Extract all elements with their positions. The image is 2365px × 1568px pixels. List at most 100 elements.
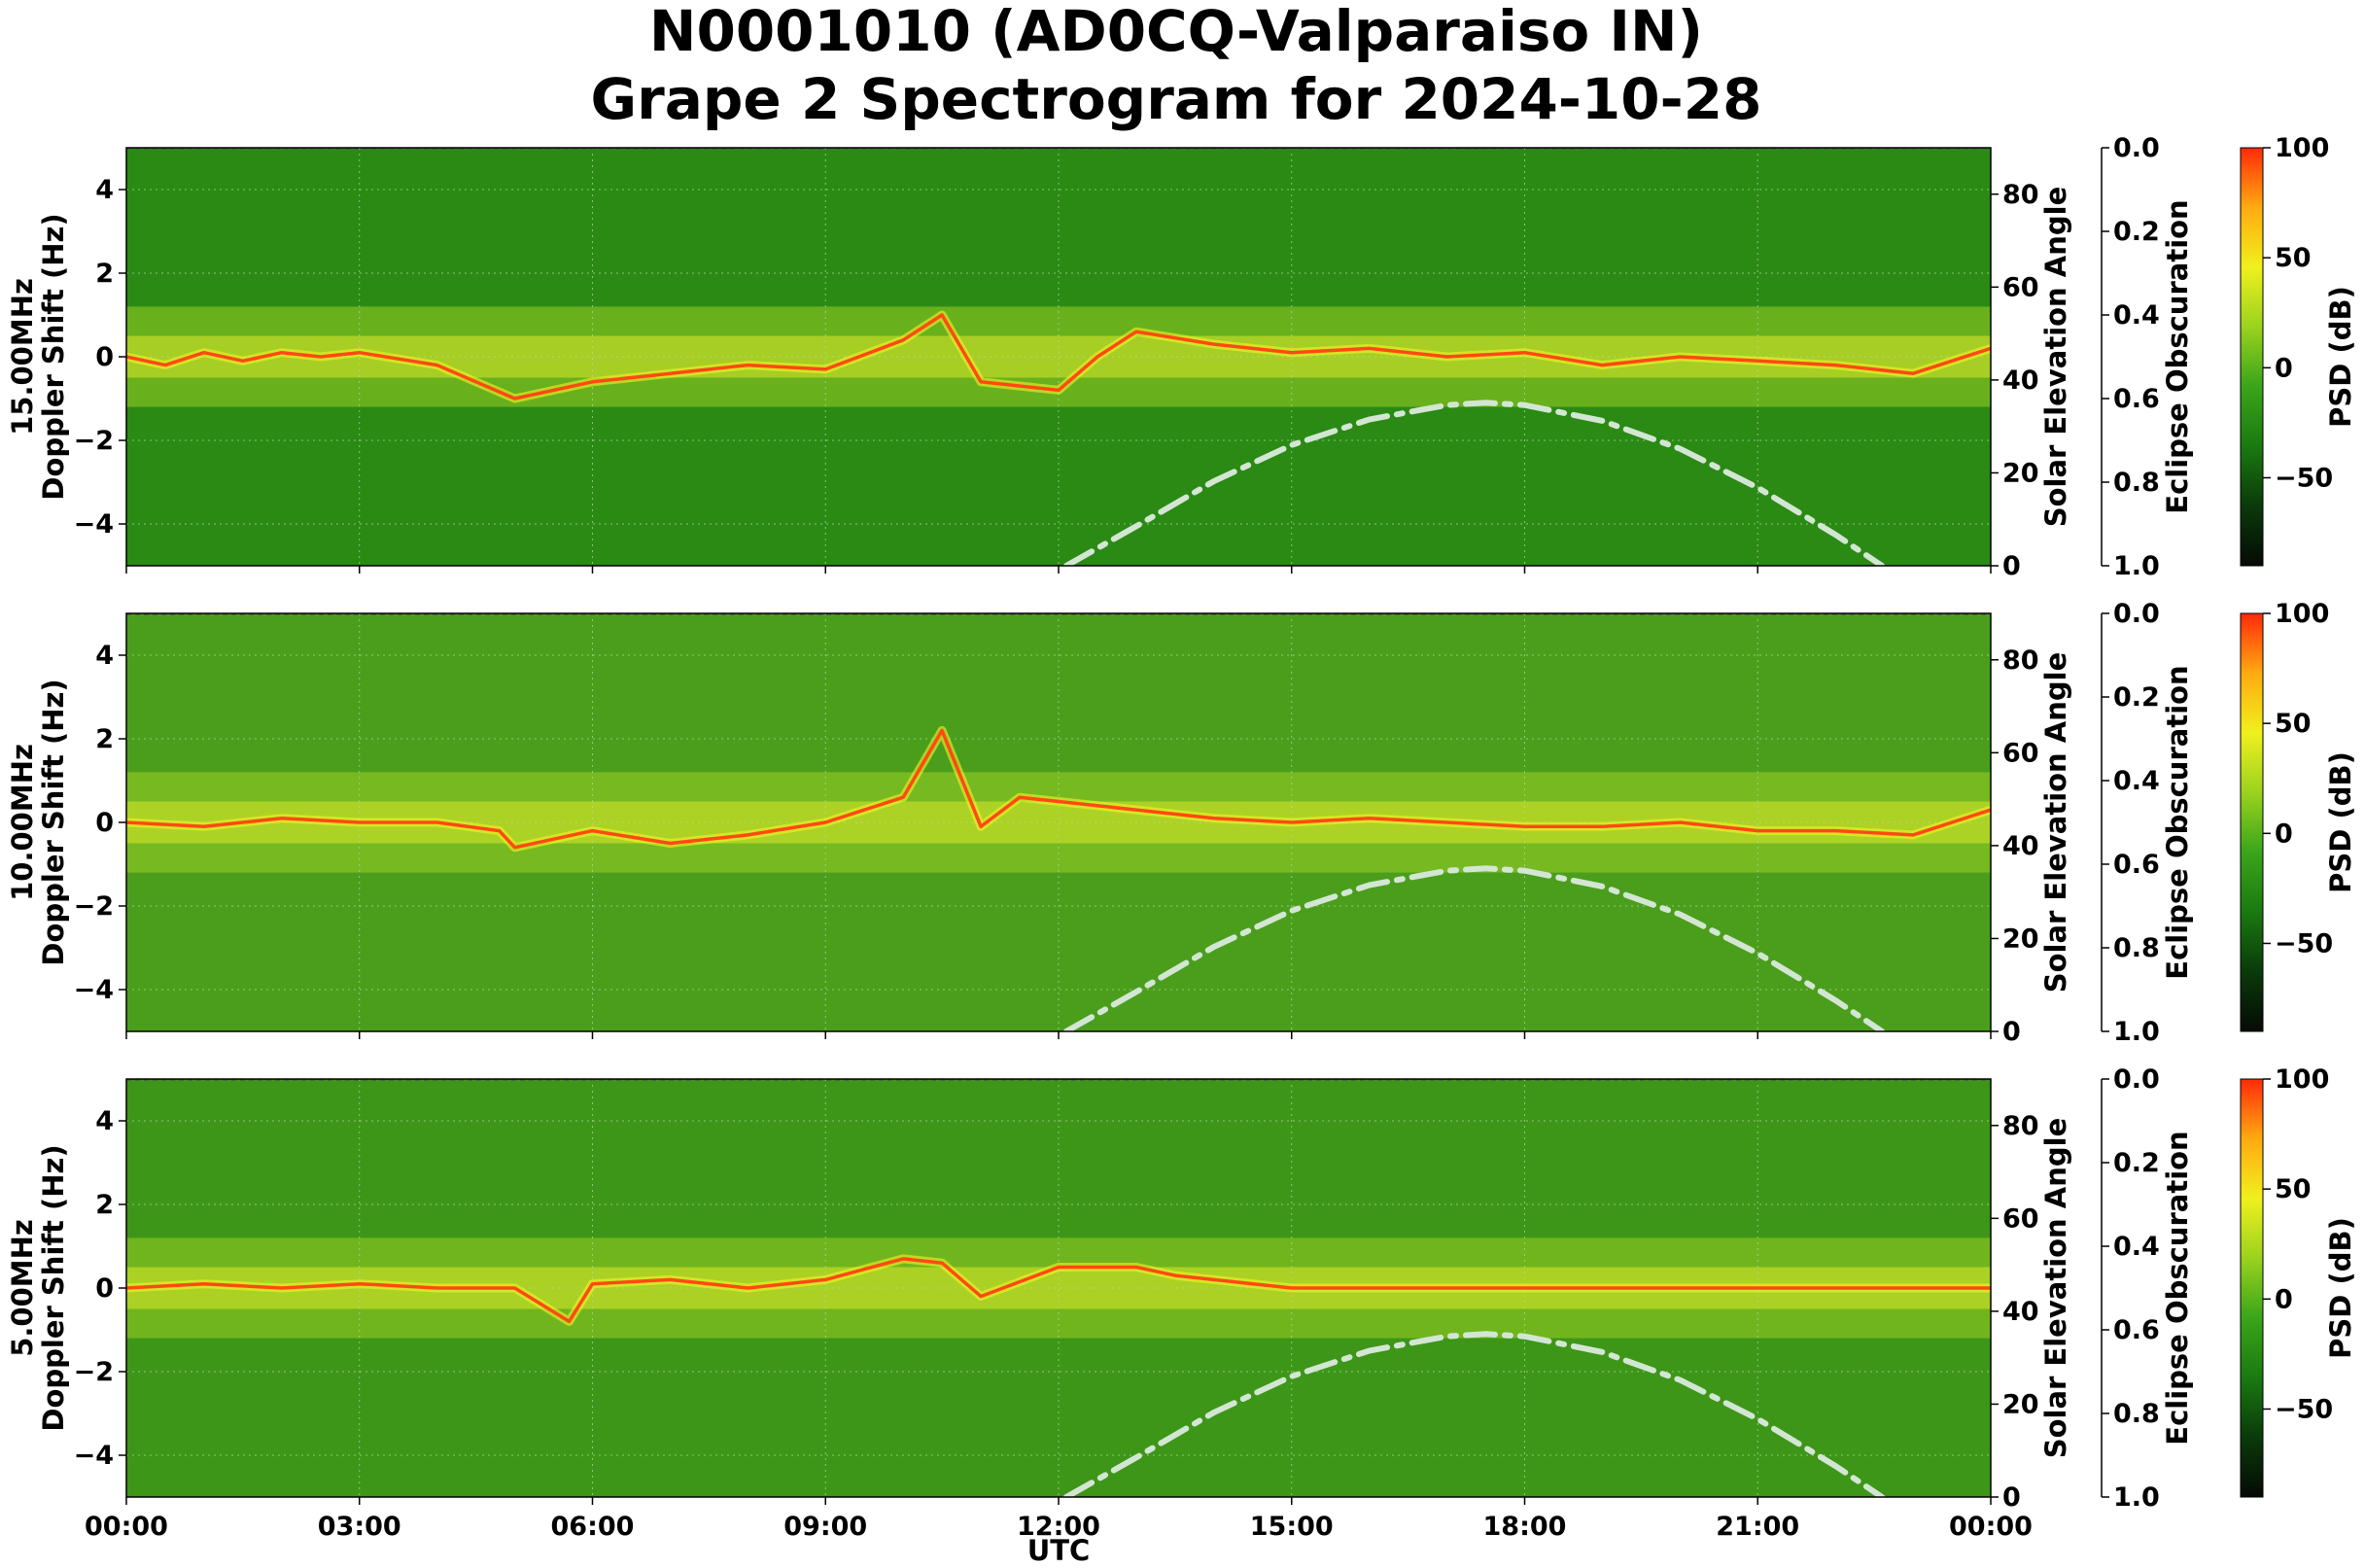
right-tick-label: 0 [2002,1482,2021,1513]
eclipse-tick-label: 0.4 [2113,766,2160,796]
spectrogram-content [126,613,1991,1031]
y-tick-label: −4 [74,509,114,540]
right-tick-label: 0 [2002,551,2021,581]
colorbar-tick-label: −50 [2275,1394,2333,1424]
x-tick-label: 12:00 [1017,1512,1100,1542]
right-tick-label: 40 [2002,366,2039,396]
y-tick-label: 4 [95,641,114,671]
eclipse-tick-label: 0.8 [2113,1399,2160,1429]
eclipse-tick-label: 0.2 [2113,217,2160,247]
eclipse-tick-label: 0.8 [2113,468,2160,498]
x-axis-label: UTC [1027,1534,1091,1567]
right-tick-label: 0 [2002,1017,2021,1047]
colorbar-tick-label: 100 [2275,133,2329,163]
colorbar-tick-label: 50 [2275,243,2312,273]
frequency-label: 10.00MHz [6,744,39,901]
x-tick-label: 03:00 [318,1512,401,1542]
eclipse-tick-label: 0.6 [2113,850,2160,880]
solar-elevation-curve [1063,865,1886,1031]
frequency-label: 15.00MHz [6,278,39,436]
y-tick-label: 0 [95,1273,114,1304]
y-axis-label: Doppler Shift (Hz) [37,679,70,965]
colorbar-tick-label: 50 [2275,1174,2312,1204]
right-tick-label: 20 [2002,923,2039,954]
right-tick-label: 40 [2002,1297,2039,1327]
eclipse-tick-label: 0.0 [2113,133,2160,163]
right-tick-label: 20 [2002,1389,2039,1419]
x-tick-label: 06:00 [551,1512,635,1542]
solar-elevation-curve [1063,1331,1886,1497]
y-axis-label: Doppler Shift (Hz) [37,1144,70,1431]
colorbar-label: PSD (dB) [2324,751,2357,893]
eclipse-tick-label: 0.2 [2113,1148,2160,1178]
frequency-label: 5.00MHz [6,1219,39,1357]
eclipse-tick-label: 0.6 [2113,1315,2160,1345]
y-axis-label: Doppler Shift (Hz) [37,213,70,500]
right-axis-label: Solar Elevation Angle [2039,187,2072,528]
x-tick-label: 15:00 [1250,1512,1334,1542]
right-tick-label: 80 [2002,645,2039,676]
figure-title-line-2: Grape 2 Spectrogram for 2024-10-28 [591,66,1762,132]
eclipse-tick-label: 0.2 [2113,682,2160,713]
x-tick-label: 00:00 [1949,1512,2033,1542]
eclipse-tick-label: 1.0 [2113,1017,2160,1047]
y-tick-label: −2 [74,426,114,456]
spectrogram-content [126,1079,1991,1497]
y-tick-label: −2 [74,891,114,922]
colorbar [2240,612,2264,1032]
figure-title-line-1: N0001010 (AD0CQ-Valparaiso IN) [649,0,1703,64]
x-tick-label: 18:00 [1483,1512,1567,1542]
colorbar-label: PSD (dB) [2324,286,2357,428]
y-tick-label: −4 [74,975,114,1005]
doppler-trace [126,1257,1991,1324]
right-tick-label: 80 [2002,180,2039,210]
colorbar-tick-label: 0 [2275,353,2293,383]
eclipse-axis-label: Eclipse Obscuration [2161,665,2194,979]
eclipse-tick-label: 0.4 [2113,1232,2160,1262]
eclipse-tick-label: 0.0 [2113,599,2160,629]
y-tick-label: −2 [74,1357,114,1387]
eclipse-tick-label: 1.0 [2113,551,2160,581]
y-tick-label: −4 [74,1441,114,1471]
eclipse-axis-label: Eclipse Obscuration [2161,1131,2194,1445]
right-tick-label: 60 [2002,1203,2039,1234]
right-tick-label: 20 [2002,458,2039,488]
right-tick-label: 60 [2002,272,2039,302]
y-tick-label: 2 [95,1190,114,1220]
right-axis-label: Solar Elevation Angle [2039,1118,2072,1459]
right-tick-label: 40 [2002,831,2039,861]
eclipse-tick-label: 0.8 [2113,933,2160,963]
colorbar-tick-label: 0 [2275,1284,2293,1314]
colorbar [2240,147,2264,567]
colorbar-label: PSD (dB) [2324,1217,2357,1359]
x-tick-label: 09:00 [783,1512,867,1542]
colorbar-tick-label: 100 [2275,599,2329,629]
right-tick-label: 60 [2002,738,2039,768]
colorbar-tick-label: −50 [2275,928,2333,958]
y-tick-label: 4 [95,1106,114,1136]
eclipse-tick-label: 0.6 [2113,384,2160,414]
eclipse-tick-label: 0.0 [2113,1064,2160,1095]
right-axis-label: Solar Elevation Angle [2039,652,2072,993]
doppler-trace [126,313,1991,401]
colorbar [2240,1078,2264,1498]
y-tick-label: 2 [95,259,114,289]
right-tick-label: 80 [2002,1111,2039,1141]
x-tick-label: 00:00 [85,1512,168,1542]
colorbar-tick-label: −50 [2275,463,2333,493]
y-tick-label: 0 [95,342,114,372]
colorbar-tick-label: 100 [2275,1064,2329,1095]
y-tick-label: 0 [95,808,114,838]
eclipse-tick-label: 0.4 [2113,300,2160,331]
spectrogram-content [126,148,1991,566]
solar-elevation-curve [1063,400,1886,566]
colorbar-tick-label: 0 [2275,819,2293,849]
x-tick-label: 21:00 [1716,1512,1799,1542]
eclipse-tick-label: 1.0 [2113,1482,2160,1513]
y-tick-label: 4 [95,175,114,205]
